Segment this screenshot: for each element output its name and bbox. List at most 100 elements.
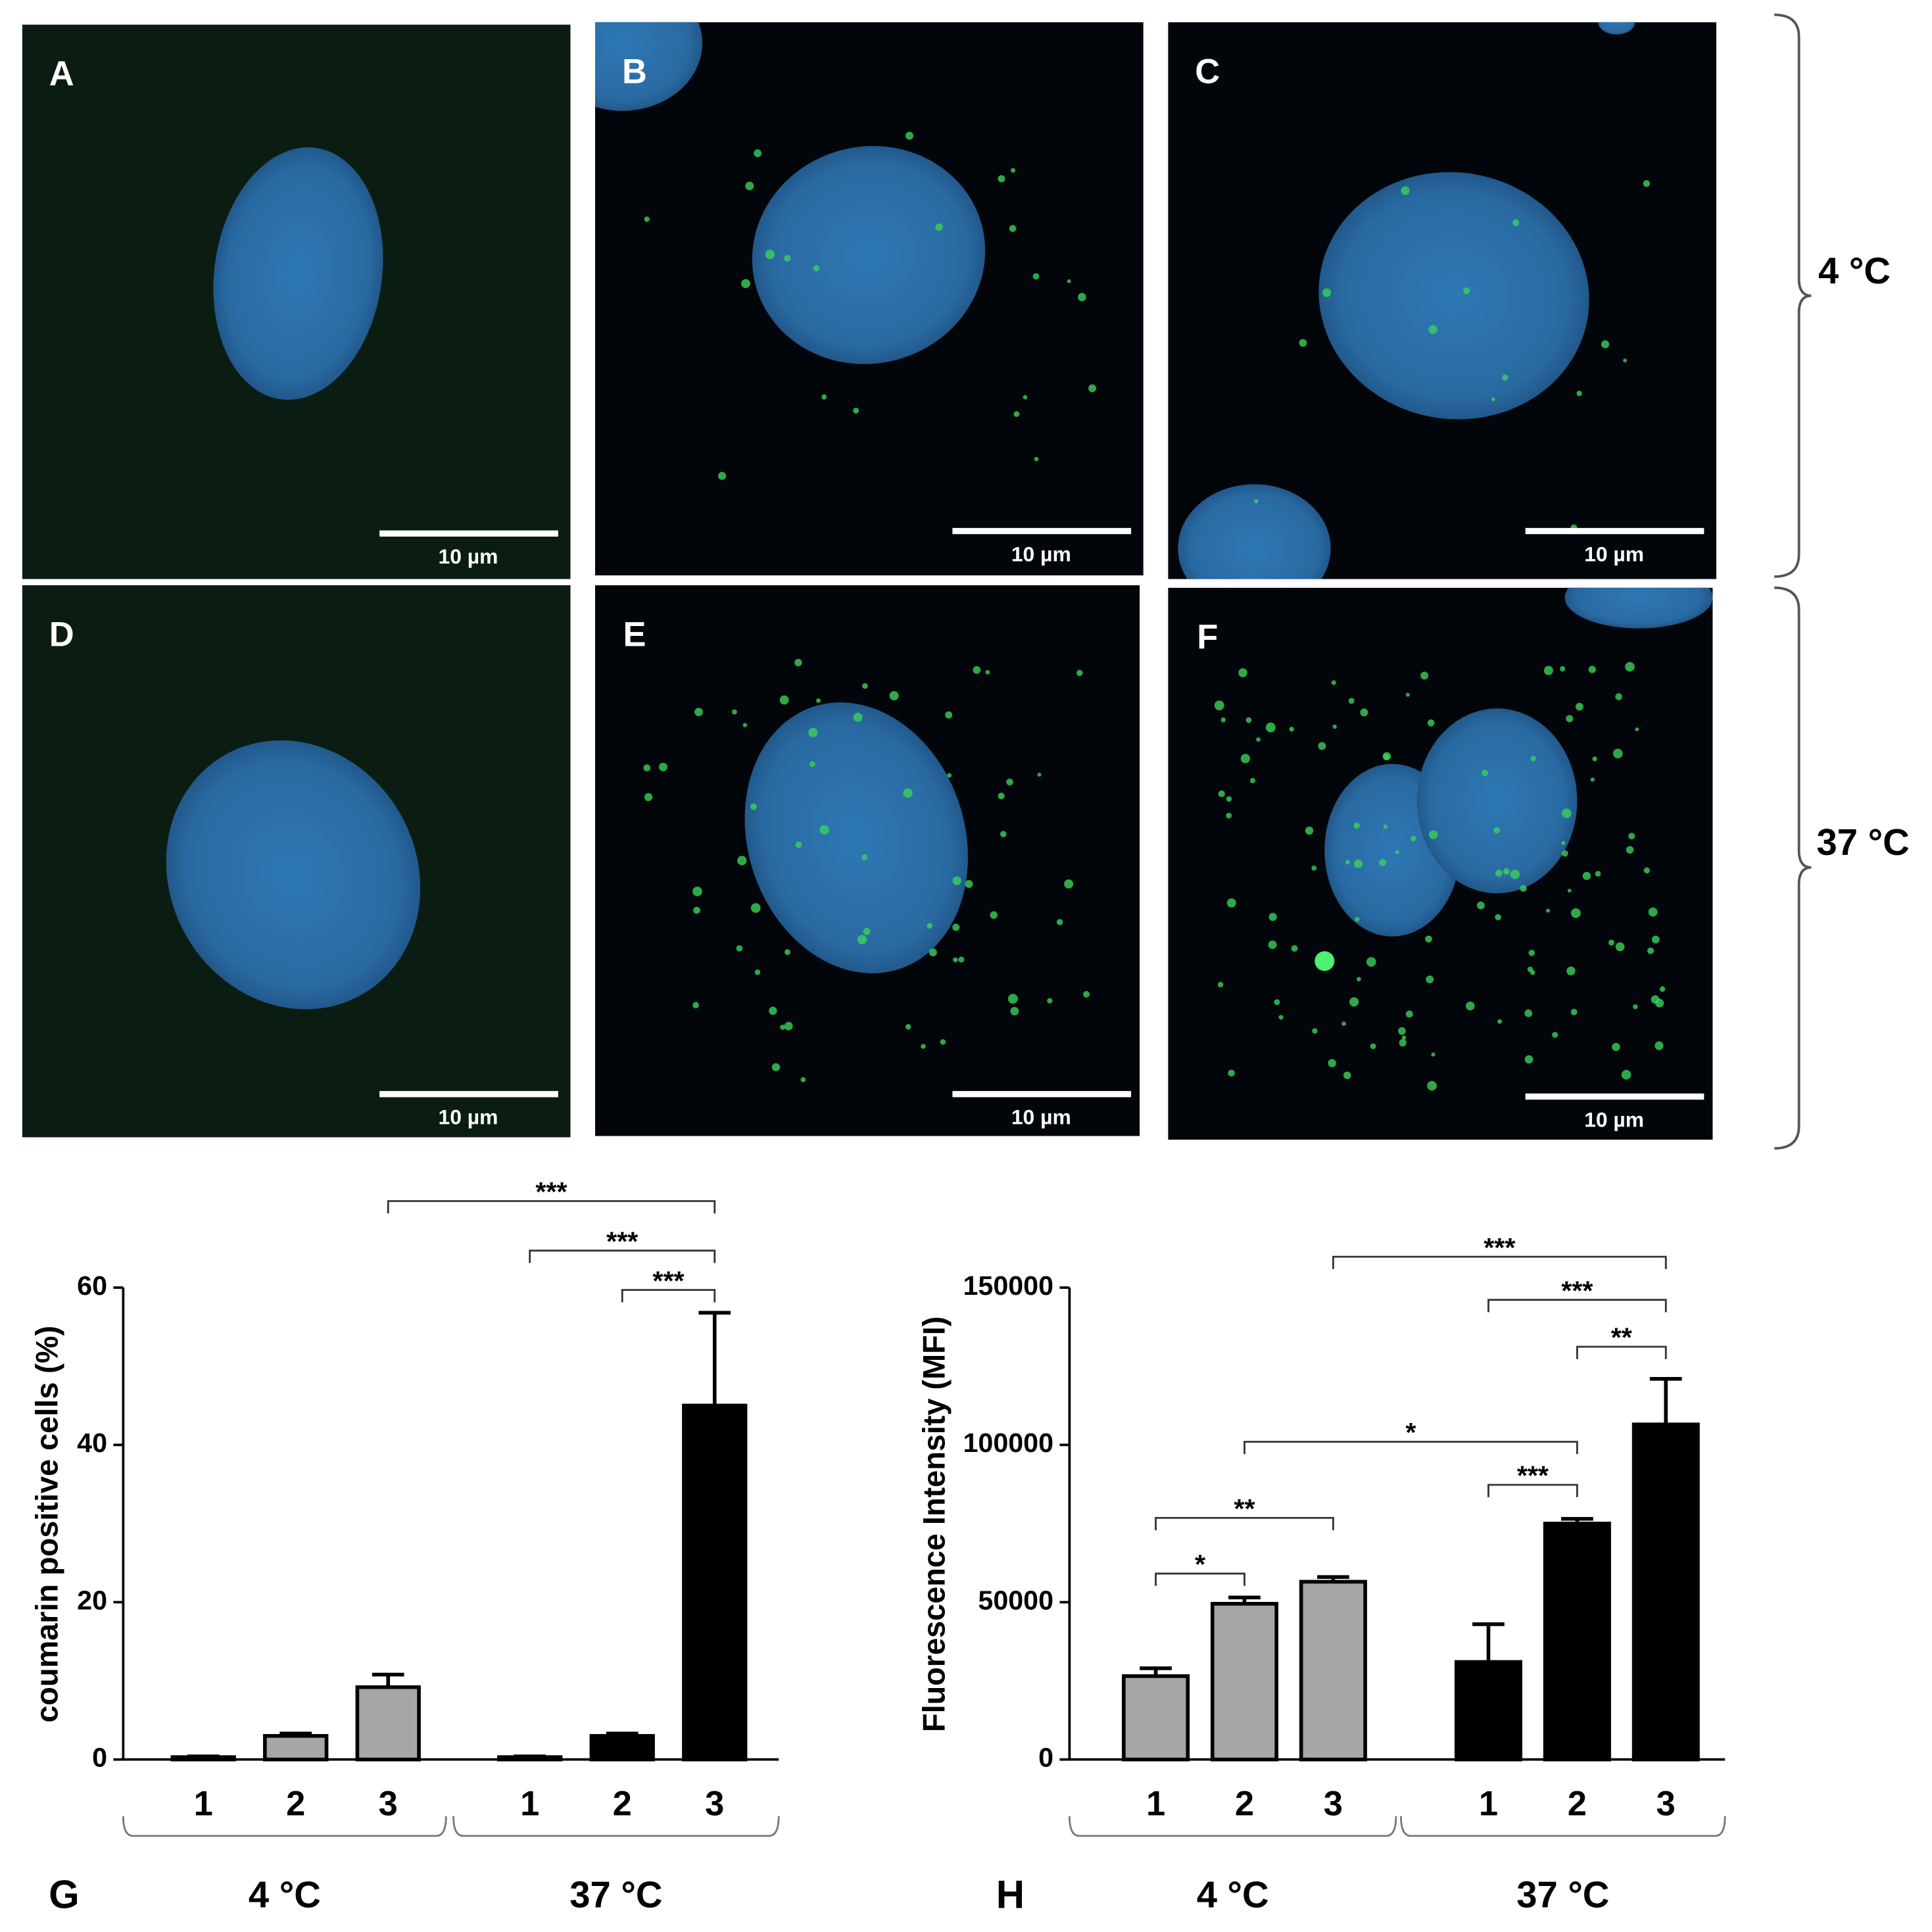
vesicle [965,880,973,888]
micrograph [595,22,1144,576]
significance-bracket [529,1249,716,1263]
vesicle [754,969,761,975]
vesicle [1560,666,1566,672]
vesicle [745,181,754,191]
x-tick-label: 1 [1479,1785,1498,1823]
vesicle [990,911,998,919]
vesicle [998,792,1005,800]
vesicle [1322,288,1332,297]
group-bracket [452,1816,780,1837]
vesicle [1543,665,1553,675]
vesicle [1312,1028,1318,1034]
nucleus [1598,22,1635,35]
vesicle [1011,168,1016,173]
condition-label: 4 °C [1818,250,1891,291]
vesicle [1520,884,1527,892]
vesicle [1647,947,1654,954]
vesicle [1240,754,1250,763]
scale-bar-label: 10 µm [1584,1107,1644,1131]
vesicle [1601,340,1610,349]
condition-label: 37 °C [1816,821,1909,863]
vesicle [1083,991,1090,998]
vesicle [692,886,702,896]
vesicle [1476,901,1485,909]
vesicle [784,1022,793,1030]
vesicle [1078,293,1086,302]
micrograph [595,585,1140,1136]
vesicle [861,854,868,861]
vesicle [1561,850,1568,857]
bar [1631,1422,1700,1762]
significance-label: *** [652,1265,684,1295]
vesicle [1615,693,1622,700]
nucleus [595,22,702,111]
vesicle [1076,669,1083,677]
y-tick-label: 40 [77,1428,107,1458]
vesicle [1299,339,1307,347]
vesicle [903,788,913,798]
vesicle [1420,671,1429,680]
vesicle [1318,742,1326,750]
vesicle [905,132,913,140]
y-axis-label: Fluorescence Intensity (MFI) [917,1316,951,1732]
vesicle [1289,727,1294,732]
bar [497,1755,563,1762]
vesicle [853,712,863,722]
vesicle [1426,975,1434,984]
vesicle [1530,970,1535,975]
x-tick-label: 2 [1568,1785,1587,1823]
y-tick-label: 50000 [978,1585,1053,1615]
vesicle [1305,827,1314,835]
vesicle [1348,698,1355,704]
vesicle [754,149,762,157]
vesicle [1623,358,1627,363]
vesicle [1512,219,1520,226]
significance-bracket [621,1289,716,1303]
vesicle [1357,977,1361,982]
vesicle [1253,499,1259,504]
significance-bracket [387,1200,716,1214]
panel-label: H [996,1872,1025,1916]
panel-label: F [1197,618,1218,656]
vesicle [1226,796,1232,802]
vesicle [1567,888,1572,893]
vesicle [1595,871,1601,877]
vesicle [1570,1009,1578,1015]
vesicle [1612,1042,1620,1051]
vesicle [1006,779,1013,786]
y-tick-label: 0 [1038,1743,1053,1773]
vesicle [1493,827,1500,834]
vesicle [737,856,747,865]
significance-bracket [1155,1516,1334,1530]
vesicle [1575,702,1583,711]
significance-bracket [1332,1255,1667,1269]
nucleus [1416,708,1578,894]
vesicle [945,711,953,719]
scale-bar-label: 10 µm [1011,542,1071,566]
vesicle [1566,966,1576,976]
vesicle [1503,868,1510,875]
vesicle [1328,1059,1336,1067]
vesicle [1007,994,1018,1004]
bar [682,1403,748,1762]
vesicle [1332,724,1337,729]
vesicle [1588,665,1596,673]
vesicle [1067,279,1071,283]
group-bracket [1400,1816,1726,1837]
vesicle [1010,1007,1019,1016]
vesicle [1037,773,1042,777]
vesicle [1612,748,1623,759]
panel-label: B [622,53,647,91]
y-tick-label: 100000 [963,1428,1053,1458]
vesicle [694,708,703,717]
significance-label: *** [535,1176,567,1207]
x-tick-label: 3 [1324,1785,1343,1823]
vesicle [750,803,758,810]
x-tick-label: 1 [520,1785,539,1823]
nucleus [744,702,968,974]
vesicle [808,727,818,737]
vesicle [1405,1010,1413,1018]
vesicle [765,249,775,260]
